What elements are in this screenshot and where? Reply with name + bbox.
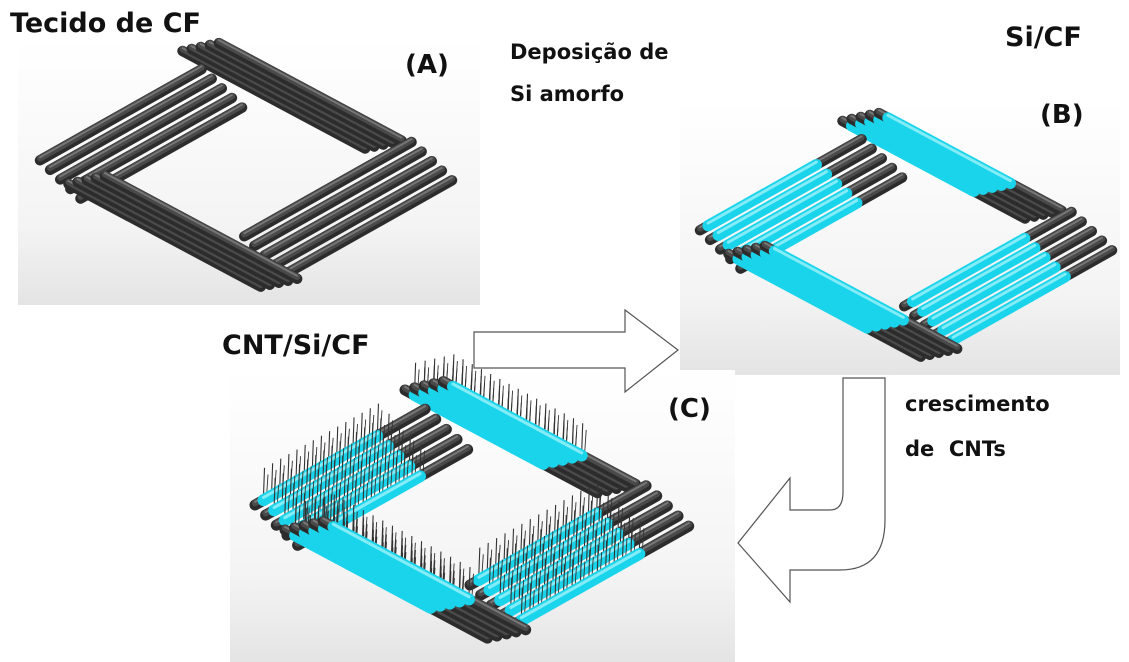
weave-a-q2-fiber-1	[34, 64, 207, 166]
deposition-label-line2: Si amorfo	[510, 82, 625, 106]
weave-a-q3-fiber-5	[279, 175, 458, 280]
weave-a-q1-fiber-5	[213, 37, 407, 146]
weave-b-q2-fiber-3	[715, 153, 888, 255]
weave-c-q4-fiber-5	[317, 494, 532, 636]
weave-a-q3-fiber-3	[259, 155, 437, 261]
panel-b-label: (B)	[1040, 100, 1084, 130]
weave-a-q3-fiber-1	[239, 136, 417, 242]
weave-b-q3-fiber-2	[909, 216, 1087, 322]
weave-b-q2-fiber-1	[694, 134, 867, 236]
arrow-b-to-c	[737, 377, 886, 604]
growth-label-line1: crescimento	[905, 392, 1050, 416]
fabric-b-weave	[694, 107, 1118, 362]
fabric-a-weave	[34, 37, 458, 292]
panel-a-label: (A)	[405, 50, 449, 80]
weave-b-q1-fiber-5	[873, 107, 1067, 216]
weave-b-q4-fiber-5	[759, 240, 963, 354]
weave-b-q2-fiber-2	[704, 143, 877, 246]
weave-a-q2-fiber-2	[44, 73, 217, 176]
weave-b-q3-fiber-5	[939, 245, 1118, 350]
weave-b-q3-fiber-4	[929, 235, 1108, 341]
growth-label-line2: de CNTs	[905, 437, 1006, 461]
deposition-label-line1: Deposição de	[510, 40, 669, 64]
weave-c-q3-fiber-2	[475, 490, 663, 601]
si-cf-title: Si/CF	[1005, 22, 1082, 53]
weave-a-q2-fiber-3	[55, 83, 228, 185]
weave-a-q3-fiber-2	[249, 146, 427, 252]
panel-c-label: (C)	[668, 394, 711, 424]
cnt-si-cf-title: CNT/Si/CF	[222, 330, 370, 361]
weave-b-q3-fiber-3	[919, 225, 1097, 331]
fabric-title: Tecido de CF	[10, 8, 201, 39]
weave-c-q3-fiber-5	[507, 520, 695, 631]
weave-a-q3-fiber-4	[269, 165, 448, 271]
weave-c-q1-fiber-5	[437, 354, 642, 490]
arrow-a-to-b	[473, 308, 679, 394]
fabric-c-weave	[249, 354, 695, 644]
weave-a-q4-fiber-5	[99, 170, 303, 284]
weave-b-q3-fiber-1	[899, 206, 1077, 312]
